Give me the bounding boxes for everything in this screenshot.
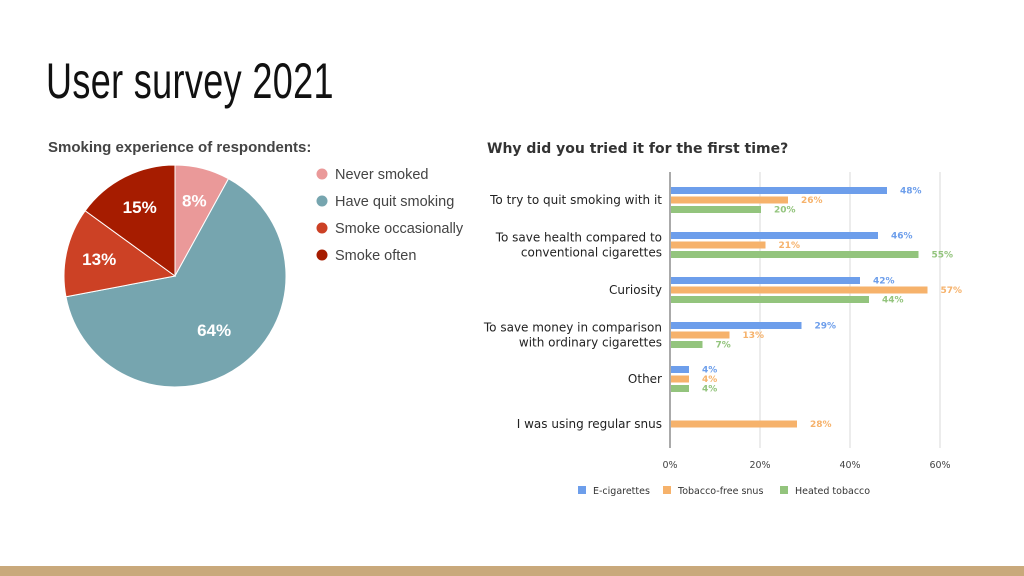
pie-legend-marker	[316, 195, 328, 207]
bar-data-label: 48%	[900, 187, 922, 197]
bar	[671, 420, 797, 428]
category-label: Other	[628, 372, 662, 386]
bar-data-label: 57%	[941, 286, 963, 296]
bar	[671, 341, 703, 348]
bar	[671, 385, 689, 392]
x-tick-label: 20%	[749, 460, 770, 471]
bar-data-label: 13%	[743, 331, 765, 341]
bar	[671, 196, 788, 204]
bar	[671, 286, 928, 294]
category-label: conventional cigarettes	[521, 246, 662, 260]
bar	[671, 187, 887, 194]
bar-chart-title: Why did you tried it for the first time?	[487, 141, 788, 157]
x-tick-label: 40%	[839, 460, 860, 471]
x-tick-label: 0%	[662, 460, 677, 471]
bar-legend-marker	[663, 486, 671, 494]
bar	[671, 232, 878, 239]
bar-data-label: 7%	[716, 341, 731, 351]
bar-data-label: 26%	[801, 196, 823, 206]
pie-legend-label: Smoke occasionally	[335, 221, 464, 237]
bar-legend-marker	[780, 486, 788, 494]
bar-data-label: 4%	[702, 375, 717, 385]
bar-legend-label: E-cigarettes	[593, 486, 650, 497]
bar	[671, 322, 802, 329]
pie-slice	[84, 164, 176, 277]
bar-data-label: 4%	[702, 366, 717, 376]
category-label: To save money in comparison	[483, 321, 662, 335]
bar	[671, 366, 689, 373]
bar-data-label: 44%	[882, 296, 904, 306]
pie-legend-marker	[316, 249, 328, 261]
pie-slice-label: 64%	[197, 321, 231, 340]
category-label: with ordinary cigarettes	[519, 336, 662, 350]
bar	[671, 296, 869, 303]
category-label: To save health compared to	[495, 231, 662, 245]
pie-legend-marker	[316, 222, 328, 234]
bar-data-label: 29%	[815, 322, 837, 332]
pie-legend-marker	[316, 168, 328, 180]
bar	[671, 206, 761, 213]
pie-chart-title: Smoking experience of respondents:	[48, 139, 311, 156]
bar	[671, 331, 730, 339]
pie-slice	[63, 210, 177, 298]
x-tick-label: 60%	[929, 460, 950, 471]
bar	[671, 241, 766, 249]
pie-slice-label: 8%	[182, 192, 207, 211]
bar-data-label: 46%	[891, 232, 913, 242]
bar	[671, 277, 860, 284]
bar-data-label: 55%	[932, 251, 954, 261]
category-label: To try to quit smoking with it	[489, 193, 662, 207]
bar	[671, 251, 919, 258]
bar-data-label: 21%	[779, 241, 801, 251]
slide-title: User survey 2021	[46, 53, 334, 109]
pie-slice-label: 13%	[82, 250, 116, 269]
category-label: Curiosity	[609, 283, 662, 297]
bar-legend-marker	[578, 486, 586, 494]
pie-slice	[65, 178, 287, 388]
bar-data-label: 20%	[774, 206, 796, 216]
bar-data-label: 28%	[810, 420, 832, 430]
pie-legend-label: Smoke often	[335, 248, 416, 264]
bar	[671, 375, 689, 383]
footer-bar	[0, 566, 1024, 576]
pie-slice-label: 15%	[123, 198, 157, 217]
bar-data-label: 42%	[873, 277, 895, 287]
category-label: I was using regular snus	[517, 417, 662, 431]
bar-data-label: 4%	[702, 385, 717, 395]
pie-legend-label: Have quit smoking	[335, 194, 454, 210]
pie-legend-label: Never smoked	[335, 167, 428, 183]
bar-legend-label: Heated tobacco	[795, 486, 870, 497]
bar-legend-label: Tobacco-free snus	[677, 486, 763, 497]
